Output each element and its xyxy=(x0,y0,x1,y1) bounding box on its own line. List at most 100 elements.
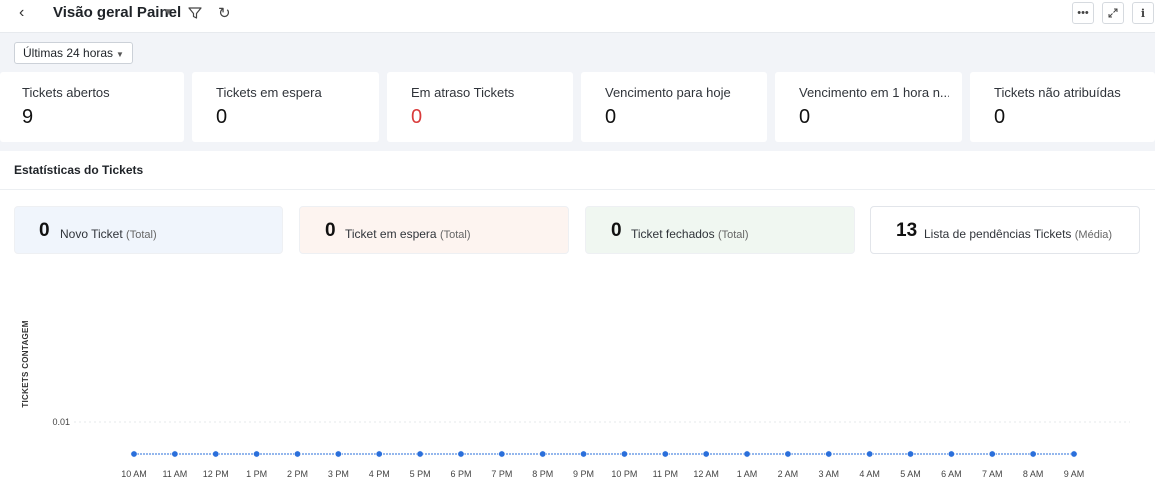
data-point[interactable] xyxy=(498,450,506,458)
caret-down-icon[interactable]: ▼ xyxy=(163,7,173,18)
section-title: Estatísticas do Tickets xyxy=(14,163,144,177)
stat-value: 0 xyxy=(611,220,622,241)
x-tick-label: 12 PM xyxy=(203,469,229,479)
x-tick-label: 2 PM xyxy=(287,469,308,479)
data-point[interactable] xyxy=(580,450,588,458)
x-tick-label: 7 PM xyxy=(491,469,512,479)
kpi-card-open[interactable]: Tickets abertos 9 xyxy=(0,72,184,142)
x-ticks: 10 AM 11 AM 12 PM 1 PM 2 PM 3 PM 4 PM 5 PM 6 PM 7… xyxy=(121,469,1084,479)
x-tick-label: 6 AM xyxy=(941,469,962,479)
data-point[interactable] xyxy=(784,450,792,458)
data-point[interactable] xyxy=(661,450,669,458)
x-tick-label: 1 PM xyxy=(246,469,267,479)
data-point[interactable] xyxy=(907,450,915,458)
data-point[interactable] xyxy=(171,450,179,458)
kpi-card-on-hold[interactable]: Tickets em espera 0 xyxy=(192,72,379,142)
kpi-card-unassigned[interactable]: Tickets não atribuídas 0 xyxy=(970,72,1155,142)
x-tick-label: 10 AM xyxy=(121,469,147,479)
caret-down-icon: ▼ xyxy=(116,50,124,59)
y-axis-label: TICKETS CONTAGEM xyxy=(21,320,30,407)
x-tick-label: 4 AM xyxy=(859,469,880,479)
data-point[interactable] xyxy=(334,450,342,458)
stat-label: Ticket em espera (Total) xyxy=(345,227,471,241)
more-options-button[interactable]: ••• xyxy=(1072,2,1094,24)
data-point[interactable] xyxy=(1029,450,1037,458)
stat-suffix: (Média) xyxy=(1074,229,1113,241)
kpi-value: 0 xyxy=(799,106,811,128)
x-tick-label: 1 AM xyxy=(737,469,758,479)
stat-suffix: (Total) xyxy=(126,229,157,241)
x-tick-label: 3 AM xyxy=(819,469,840,479)
kpi-card-due-1h[interactable]: Vencimento em 1 hora n... 0 xyxy=(775,72,962,142)
x-tick-label: 9 AM xyxy=(1064,469,1085,479)
stat-card-new[interactable]: 0 Novo Ticket (Total) xyxy=(14,206,283,254)
x-tick-label: 5 PM xyxy=(410,469,431,479)
x-tick-label: 5 AM xyxy=(900,469,921,479)
data-point[interactable] xyxy=(130,450,138,458)
stat-label: Lista de pendências Tickets (Média) xyxy=(924,227,1112,241)
stat-label-text: Ticket em espera xyxy=(345,227,437,241)
stat-label-text: Lista de pendências Tickets xyxy=(924,227,1072,241)
x-tick-label: 8 PM xyxy=(532,469,553,479)
kpi-label: Tickets abertos xyxy=(22,85,110,100)
data-point[interactable] xyxy=(416,450,424,458)
stat-value: 13 xyxy=(896,220,918,241)
data-point[interactable] xyxy=(457,450,465,458)
data-point[interactable] xyxy=(375,450,383,458)
info-icon: i xyxy=(1140,6,1146,20)
x-tick-label: 9 PM xyxy=(573,469,594,479)
data-point[interactable] xyxy=(988,450,996,458)
data-point[interactable] xyxy=(253,450,261,458)
data-point[interactable] xyxy=(620,450,628,458)
kpi-row: Tickets abertos 9 Tickets em espera 0 Em… xyxy=(0,71,1155,151)
x-tick-label: 2 AM xyxy=(778,469,799,479)
divider xyxy=(0,189,1155,190)
x-tick-label: 4 PM xyxy=(369,469,390,479)
stat-label-text: Novo Ticket xyxy=(60,227,123,241)
stat-label: Ticket fechados (Total) xyxy=(631,227,749,241)
kpi-label: Em atraso Tickets xyxy=(411,85,515,100)
refresh-icon[interactable]: ↻ xyxy=(218,5,231,22)
data-point[interactable] xyxy=(743,450,751,458)
x-tick-label: 6 PM xyxy=(450,469,471,479)
dashboard-header: ‹ Visão geral Painel ▼ ↻ ••• i xyxy=(0,0,1155,33)
stat-value: 0 xyxy=(39,220,50,241)
data-point[interactable] xyxy=(212,450,220,458)
data-point[interactable] xyxy=(866,450,874,458)
kpi-value: 9 xyxy=(22,106,34,128)
stat-value: 0 xyxy=(325,220,336,241)
data-point[interactable] xyxy=(293,450,301,458)
chevron-left-icon[interactable]: ‹ xyxy=(19,4,25,21)
stat-label-text: Ticket fechados xyxy=(631,227,715,241)
stat-card-closed[interactable]: 0 Ticket fechados (Total) xyxy=(585,206,855,254)
data-point[interactable] xyxy=(702,450,710,458)
stat-label: Novo Ticket (Total) xyxy=(60,227,157,241)
stat-card-backlog[interactable]: 13 Lista de pendências Tickets (Média) xyxy=(870,206,1140,254)
info-button[interactable]: i xyxy=(1132,2,1154,24)
kpi-value: 0 xyxy=(411,106,423,128)
kpi-label: Vencimento para hoje xyxy=(605,85,731,100)
y-ticks: 0.01 xyxy=(52,417,70,427)
date-range-dropdown[interactable]: Últimas 24 horas ▼ xyxy=(14,42,133,64)
filter-icon[interactable] xyxy=(187,5,203,21)
kpi-card-due-today[interactable]: Vencimento para hoje 0 xyxy=(581,72,767,142)
expand-button[interactable] xyxy=(1102,2,1124,24)
filter-bar: Últimas 24 horas ▼ xyxy=(0,33,1155,71)
page-title[interactable]: Visão geral Painel xyxy=(53,4,182,21)
kpi-label: Tickets em espera xyxy=(216,85,322,100)
kpi-value: 0 xyxy=(605,106,617,128)
date-range-label: Últimas 24 horas xyxy=(23,46,114,60)
stat-suffix: (Total) xyxy=(439,229,471,241)
kpi-label: Tickets não atribuídas xyxy=(994,85,1121,100)
data-point[interactable] xyxy=(825,450,833,458)
expand-icon xyxy=(1108,8,1118,18)
data-point[interactable] xyxy=(947,450,955,458)
stat-card-on-hold[interactable]: 0 Ticket em espera (Total) xyxy=(299,206,569,254)
x-tick-label: 11 PM xyxy=(653,469,678,479)
data-point[interactable] xyxy=(1070,450,1078,458)
x-tick-label: 12 AM xyxy=(693,469,719,479)
kpi-card-overdue[interactable]: Em atraso Tickets 0 xyxy=(387,72,573,142)
x-tick-label: 10 PM xyxy=(611,469,637,479)
data-point[interactable] xyxy=(539,450,547,458)
x-tick-label: 7 AM xyxy=(982,469,1003,479)
